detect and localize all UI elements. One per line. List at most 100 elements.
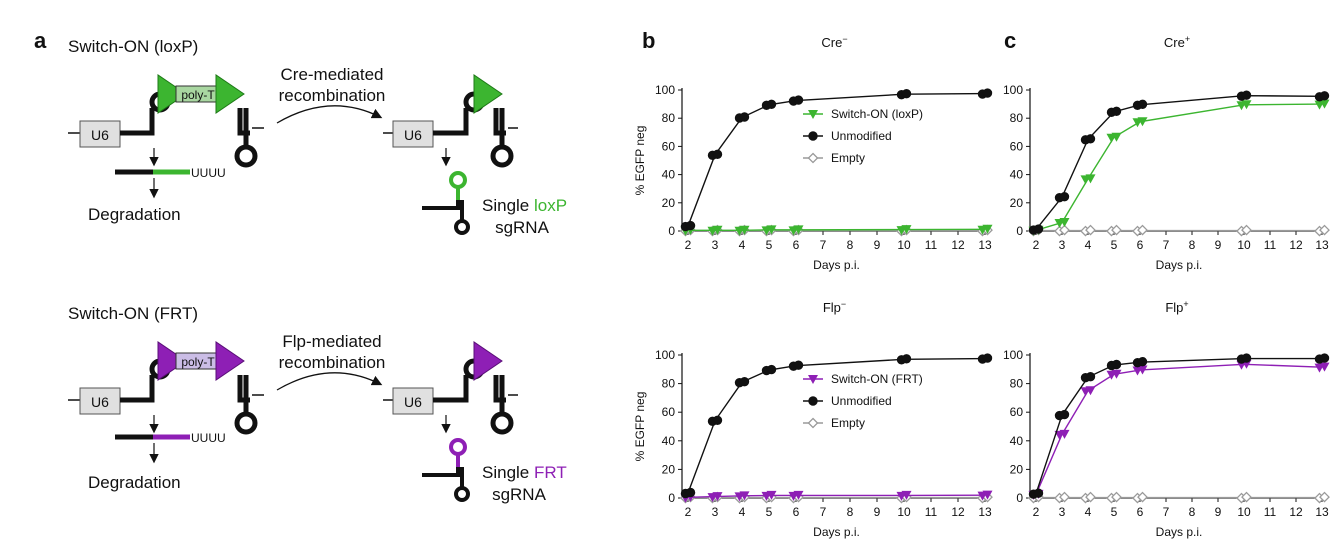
loxp-construct: Switch-ON (loxP) U6 poly-T UUUU Degradat… xyxy=(68,37,567,237)
data-point xyxy=(793,95,804,105)
x-tick-label: 11 xyxy=(1264,238,1277,252)
x-tick-label: 4 xyxy=(1085,505,1092,519)
y-tick-label: 60 xyxy=(662,405,676,419)
data-point xyxy=(712,492,723,502)
legend-marker xyxy=(808,131,818,141)
data-point xyxy=(793,360,804,370)
x-tick-label: 8 xyxy=(1189,238,1196,252)
y-tick-label: 40 xyxy=(662,434,676,448)
x-tick-label: 3 xyxy=(1059,238,1066,252)
data-point xyxy=(1085,134,1096,144)
data-point xyxy=(712,149,723,160)
uuuu-label: UUUU xyxy=(191,166,226,180)
x-tick-label: 7 xyxy=(820,505,827,519)
y-tick-label: 100 xyxy=(1003,348,1023,362)
chart-title: Cre+ xyxy=(1164,34,1190,50)
x-tick-label: 5 xyxy=(1111,238,1118,252)
legend-item: Empty xyxy=(803,416,865,430)
frt-arrow-label-line1: Flp-mediated xyxy=(282,332,381,351)
data-point xyxy=(1241,100,1252,110)
series-1 xyxy=(1028,353,1330,499)
legend-item: Switch-ON (loxP) xyxy=(803,107,923,121)
polyt-label: poly-T xyxy=(181,88,215,102)
data-point xyxy=(1059,218,1070,228)
data-point xyxy=(1059,409,1070,420)
arrow-label-line1: Cre-mediated xyxy=(281,65,384,84)
y-tick-label: 0 xyxy=(668,224,675,238)
x-tick-label: 7 xyxy=(1163,505,1170,519)
data-point xyxy=(901,490,912,500)
x-tick-label: 2 xyxy=(1033,238,1040,252)
data-point xyxy=(901,354,912,364)
y-tick-label: 0 xyxy=(1016,224,1023,238)
x-tick-label: 3 xyxy=(712,238,719,252)
x-tick-label: 7 xyxy=(1163,238,1170,252)
x-tick-label: 10 xyxy=(897,505,911,519)
data-point xyxy=(739,112,750,122)
data-point xyxy=(766,99,777,110)
y-tick-label: 0 xyxy=(1016,491,1023,505)
data-point xyxy=(1241,224,1252,236)
x-tick-label: 2 xyxy=(685,505,692,519)
series-1 xyxy=(680,88,993,232)
x-tick-label: 6 xyxy=(1137,505,1144,519)
x-tick-label: 8 xyxy=(847,505,854,519)
data-point xyxy=(1085,224,1096,236)
x-tick-label: 9 xyxy=(874,505,881,519)
y-tick-label: 100 xyxy=(1003,83,1023,97)
data-point xyxy=(1111,491,1122,503)
data-point xyxy=(982,490,993,500)
legend-marker xyxy=(807,152,819,164)
y-tick-label: 80 xyxy=(1010,111,1024,125)
panel-label-a: a xyxy=(34,28,47,53)
series-0 xyxy=(1028,359,1330,500)
x-tick-label: 5 xyxy=(766,238,773,252)
x-tick-label: 12 xyxy=(1289,238,1303,252)
y-tick-label: 0 xyxy=(668,491,675,505)
frt-arrow-label-line2: recombination xyxy=(279,353,386,372)
product-loxp-site-icon xyxy=(473,74,503,114)
x-tick-label: 10 xyxy=(1237,238,1251,252)
loxp-site-left-icon xyxy=(157,74,187,114)
loxp-site-name: loxP xyxy=(534,196,567,215)
legend-item: Empty xyxy=(803,151,865,165)
loxp-title: Switch-ON (loxP) xyxy=(68,37,198,56)
data-point xyxy=(766,490,777,500)
degradation-label: Degradation xyxy=(88,205,181,224)
legend-marker xyxy=(808,375,818,384)
legend-marker xyxy=(808,396,818,406)
frt-recombination-arrow-icon xyxy=(276,372,383,391)
y-tick-label: 40 xyxy=(662,168,676,182)
y-tick-label: 100 xyxy=(655,348,675,362)
x-tick-label: 11 xyxy=(925,505,938,519)
legend-item: Unmodified xyxy=(803,394,892,408)
data-point xyxy=(982,353,993,363)
loxp-sgrna-label: sgRNA xyxy=(495,218,550,237)
data-point xyxy=(901,225,912,235)
x-tick-label: 13 xyxy=(1315,238,1329,252)
data-point xyxy=(712,225,723,235)
frt-sgrna-label: sgRNA xyxy=(492,485,547,504)
data-point xyxy=(1241,90,1252,100)
x-tick-label: 12 xyxy=(951,238,965,252)
x-tick-label: 8 xyxy=(847,238,854,252)
data-point xyxy=(712,415,723,425)
y-tick-label: 20 xyxy=(1010,462,1024,476)
chart-title: Cre− xyxy=(821,34,847,50)
product-frt-site-icon xyxy=(473,341,503,381)
frt-uuuu-label: UUUU xyxy=(191,431,226,445)
x-tick-label: 2 xyxy=(685,238,692,252)
data-point xyxy=(982,88,993,98)
data-point xyxy=(1111,359,1122,370)
y-tick-label: 80 xyxy=(662,377,676,391)
data-point xyxy=(1319,491,1330,503)
data-point xyxy=(793,490,804,500)
frt-product-u6-label: U6 xyxy=(404,394,422,410)
data-point xyxy=(1059,429,1070,439)
y-tick-label: 80 xyxy=(662,111,676,125)
legend-label: Unmodified xyxy=(831,129,892,143)
x-tick-label: 3 xyxy=(1059,505,1066,519)
y-tick-label: 60 xyxy=(1010,405,1024,419)
